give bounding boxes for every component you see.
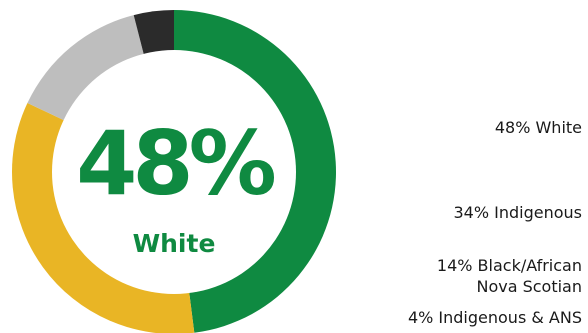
legend-entry-2-line-0: 14% Black/African (437, 256, 582, 275)
legend-entry-2-line-1: Nova Scotian (476, 277, 582, 296)
donut-hole (52, 50, 296, 294)
legend-entry-0-line-0: 48% White (495, 118, 582, 137)
center-percentage: 48% (76, 112, 274, 215)
legend-entry-1-line-0: 34% Indigenous (453, 203, 582, 222)
legend: 48% White 34% Indigenous 14% Black/African… (408, 118, 582, 327)
legend-entry-3-line-0: 4% Indigenous & ANS (408, 308, 582, 327)
center-label: White (133, 229, 216, 258)
